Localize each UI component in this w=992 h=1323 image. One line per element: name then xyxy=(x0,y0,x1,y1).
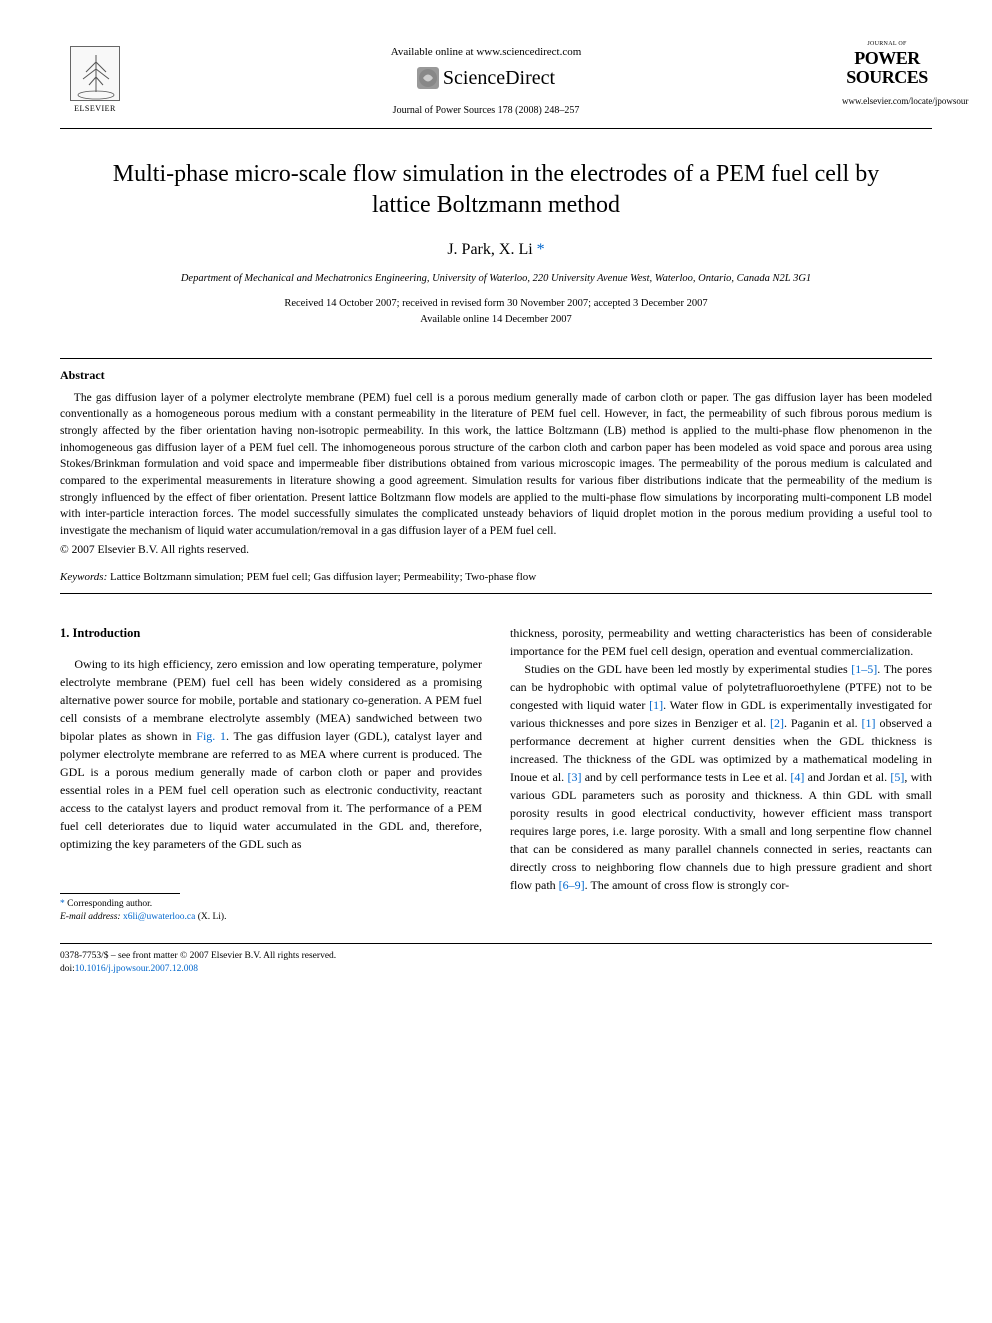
ref-1b-link[interactable]: [1] xyxy=(862,716,876,730)
corresponding-author-link[interactable]: * xyxy=(537,241,545,258)
email-label: E-mail address: xyxy=(60,912,121,922)
article-title: Multi-phase micro-scale flow simulation … xyxy=(60,159,932,221)
sciencedirect-brand: ScienceDirect xyxy=(130,64,842,92)
ps-journal-of: JOURNAL OF xyxy=(842,40,932,48)
corresponding-author-note: * Corresponding author. xyxy=(60,898,482,911)
footer-separator xyxy=(60,943,932,944)
body-columns: 1. Introduction Owing to its high effici… xyxy=(60,624,932,924)
email-line: E-mail address: x6li@uwaterloo.ca (X. Li… xyxy=(60,911,482,924)
power-sources-logo: JOURNAL OF POWER SOURCES www.elsevier.co… xyxy=(842,40,932,107)
intro-paragraph-1: Owing to its high efficiency, zero emiss… xyxy=(60,655,482,853)
right-column: thickness, porosity, permeability and we… xyxy=(510,624,932,924)
ref-1-link[interactable]: [1] xyxy=(649,698,663,712)
elsevier-tree-icon xyxy=(70,46,120,101)
ref-3-link[interactable]: [3] xyxy=(567,770,581,784)
ref-4-link[interactable]: [4] xyxy=(790,770,804,784)
ps-sources: SOURCES xyxy=(842,69,932,86)
elsevier-logo: ELSEVIER xyxy=(60,40,130,120)
keywords-text: Lattice Boltzmann simulation; PEM fuel c… xyxy=(110,571,536,583)
article-dates: Received 14 October 2007; received in re… xyxy=(60,296,932,328)
ps-power: POWER xyxy=(842,50,932,67)
left-column: 1. Introduction Owing to its high effici… xyxy=(60,624,482,924)
email-link[interactable]: x6li@uwaterloo.ca xyxy=(123,912,195,922)
ref-5-link[interactable]: [5] xyxy=(890,770,904,784)
available-online-text: Available online at www.sciencedirect.co… xyxy=(130,45,842,60)
center-header: Available online at www.sciencedirect.co… xyxy=(130,40,842,118)
intro-paragraph-1-cont: thickness, porosity, permeability and we… xyxy=(510,624,932,660)
dates-available: Available online 14 December 2007 xyxy=(60,312,932,328)
star-icon: * xyxy=(60,899,65,909)
keywords: Keywords: Lattice Boltzmann simulation; … xyxy=(60,570,932,585)
email-who: (X. Li). xyxy=(198,912,227,922)
sciencedirect-text: ScienceDirect xyxy=(443,64,555,92)
ref-1-5-link[interactable]: [1–5] xyxy=(851,662,877,676)
abstract-body: The gas diffusion layer of a polymer ele… xyxy=(60,390,932,540)
affiliation: Department of Mechanical and Mechatronic… xyxy=(60,272,932,287)
elsevier-label: ELSEVIER xyxy=(74,103,116,114)
abstract-heading: Abstract xyxy=(60,367,932,384)
header-divider xyxy=(60,128,932,129)
author-names: J. Park, X. Li xyxy=(447,241,532,258)
header-row: ELSEVIER Available online at www.science… xyxy=(60,40,932,120)
footer-doi: doi:10.1016/j.jpowsour.2007.12.008 xyxy=(60,963,932,976)
sciencedirect-icon xyxy=(417,67,439,89)
intro-paragraph-2: Studies on the GDL have been led mostly … xyxy=(510,660,932,894)
abstract-top-divider xyxy=(60,358,932,359)
footnote-separator xyxy=(60,893,180,894)
dates-received: Received 14 October 2007; received in re… xyxy=(60,296,932,312)
ref-2-link[interactable]: [2] xyxy=(770,716,784,730)
ps-url: www.elsevier.com/locate/jpowsour xyxy=(842,95,932,108)
doi-link[interactable]: 10.1016/j.jpowsour.2007.12.008 xyxy=(75,964,198,974)
ref-6-9-link[interactable]: [6–9] xyxy=(559,878,585,892)
footnote-block: * Corresponding author. E-mail address: … xyxy=(60,898,482,925)
section-1-heading: 1. Introduction xyxy=(60,624,482,643)
keywords-label: Keywords: xyxy=(60,571,107,583)
abstract-copyright: © 2007 Elsevier B.V. All rights reserved… xyxy=(60,542,932,558)
abstract-bottom-divider xyxy=(60,593,932,594)
footer-copyright: 0378-7753/$ – see front matter © 2007 El… xyxy=(60,950,932,963)
fig-1-link[interactable]: Fig. 1 xyxy=(196,729,226,743)
journal-reference: Journal of Power Sources 178 (2008) 248–… xyxy=(130,104,842,118)
authors: J. Park, X. Li * xyxy=(60,239,932,261)
footer-block: 0378-7753/$ – see front matter © 2007 El… xyxy=(60,950,932,977)
